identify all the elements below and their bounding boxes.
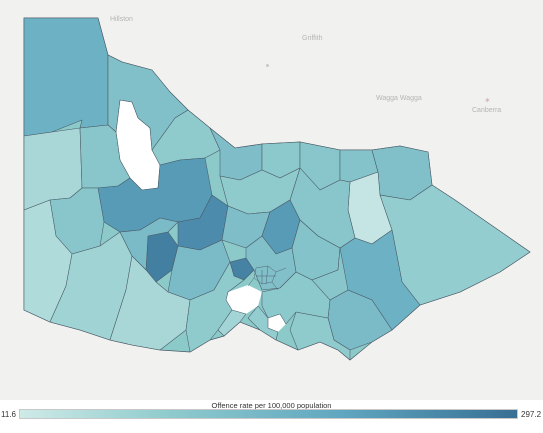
basemap-label-wagga: Wagga Wagga	[376, 95, 422, 102]
capital-city-icon: ✶	[484, 96, 491, 105]
victoria-lga-map[interactable]	[0, 0, 543, 400]
region-casey[interactable]	[261, 271, 331, 325]
legend-min-label: 11.6	[1, 410, 16, 419]
region-south-gippsland[interactable]	[289, 311, 351, 361]
region-mornington[interactable]	[247, 305, 279, 341]
port-phillip-bay	[226, 285, 262, 314]
region-bellarine[interactable]	[217, 309, 247, 337]
map-canvas[interactable]: Hillston Griffith Wagga Wagga ✶ Canberra	[0, 0, 543, 400]
town-dot	[266, 64, 269, 67]
legend-gradient-bar	[19, 409, 518, 419]
basemap-label-hillston: Hillston	[110, 16, 133, 23]
region-baw-baw[interactable]	[311, 247, 349, 301]
metro-lga-cluster	[247, 265, 287, 291]
region-north-west-strip[interactable]	[107, 54, 189, 151]
region-geelong[interactable]	[185, 261, 245, 353]
legend-title: Offence rate per 100,000 population	[211, 401, 332, 410]
legend-max-label: 297.2	[521, 410, 542, 419]
region-far-north-west[interactable]	[23, 17, 109, 137]
basemap-label-griffith: Griffith	[302, 35, 323, 42]
western-port-bay	[268, 314, 286, 332]
basemap-label-canberra: Canberra	[472, 107, 502, 114]
